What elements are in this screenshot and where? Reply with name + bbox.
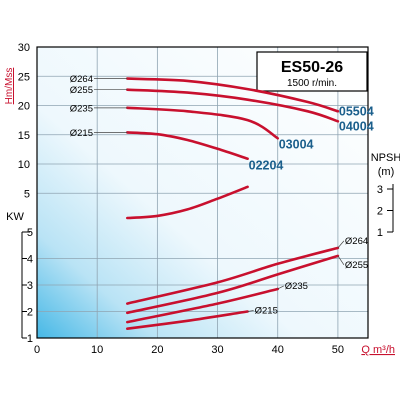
head-code-label-05504: 05504	[339, 104, 374, 118]
x-tick-30: 30	[211, 344, 223, 356]
npsh-tick-1: 1	[377, 227, 383, 239]
head-diameter-label-03004: Ø235	[70, 103, 93, 114]
npsh-axis-unit: (m)	[378, 166, 395, 178]
power-tick-4: 4	[27, 254, 33, 266]
head-tick-10: 10	[18, 159, 30, 171]
head-tick-15: 15	[18, 130, 30, 142]
chart-title: ES50-26	[281, 59, 343, 76]
head-code-label-02204: 02204	[249, 159, 284, 173]
head-tick-5: 5	[24, 188, 30, 200]
head-tick-30: 30	[18, 42, 30, 54]
npsh-tick-3: 3	[377, 184, 383, 196]
head-diameter-label-02204: Ø215	[70, 128, 93, 139]
head-diameter-label-05504: Ø264	[70, 74, 93, 85]
power-diameter-label-0: Ø264	[345, 236, 368, 247]
npsh-tick-2: 2	[377, 206, 383, 218]
head-diameter-label-04004: Ø255	[70, 85, 93, 96]
x-tick-0: 0	[34, 344, 40, 356]
power-diameter-label-2: Ø235	[285, 281, 308, 292]
npsh-axis-label: NPSH	[371, 152, 400, 164]
power-tick-2: 2	[27, 307, 33, 319]
title-box: ES50-26 1500 r/min.	[257, 52, 367, 91]
head-code-label-03004: 03004	[279, 137, 314, 151]
chart-subtitle: 1500 r/min.	[287, 78, 337, 89]
power-axis-label: KW	[6, 211, 24, 223]
head-code-label-04004: 04004	[339, 119, 374, 133]
head-tick-25: 25	[18, 71, 30, 83]
power-tick-1: 1	[27, 333, 33, 345]
power-diameter-label-1: Ø255	[345, 260, 368, 271]
x-tick-20: 20	[151, 344, 163, 356]
power-diameter-label-3: Ø215	[255, 306, 278, 317]
x-axis-label: Q m³/h	[361, 344, 395, 356]
x-tick-40: 40	[272, 344, 284, 356]
power-tick-3: 3	[27, 280, 33, 292]
head-axis-label: Hm/Mss	[4, 68, 15, 105]
power-tick-5: 5	[27, 227, 33, 239]
head-tick-20: 20	[18, 101, 30, 113]
x-tick-50: 50	[332, 344, 344, 356]
x-tick-10: 10	[91, 344, 103, 356]
